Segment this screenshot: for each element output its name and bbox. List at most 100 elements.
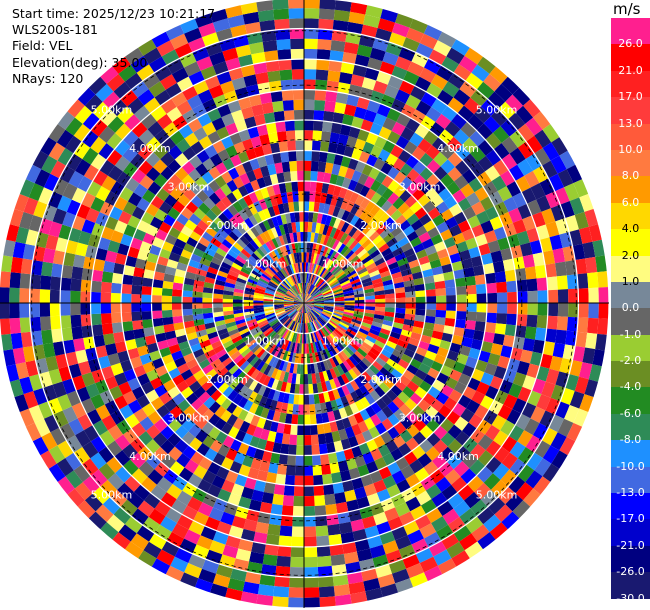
velocity-gate <box>284 474 295 486</box>
velocity-gate <box>333 217 342 229</box>
velocity-gate <box>372 317 384 325</box>
velocity-gate <box>75 430 91 447</box>
velocity-gate <box>314 89 327 101</box>
velocity-gate <box>275 565 291 578</box>
velocity-gate <box>124 338 138 351</box>
velocity-gate <box>250 457 262 470</box>
velocity-gate <box>112 56 131 74</box>
velocity-gate <box>335 450 347 463</box>
velocity-gate <box>144 260 157 272</box>
velocity-gate <box>275 214 283 226</box>
velocity-gate <box>220 371 233 383</box>
velocity-gate <box>425 483 442 500</box>
velocity-gate <box>396 257 409 267</box>
velocity-gate <box>334 491 347 504</box>
velocity-gate <box>310 342 315 354</box>
velocity-gate <box>215 324 227 332</box>
colorbar-tick-label: 10.0 <box>618 142 643 156</box>
velocity-gate <box>249 355 260 367</box>
velocity-gate <box>48 123 66 143</box>
velocity-gate <box>267 206 276 218</box>
velocity-gate <box>524 326 537 340</box>
velocity-gate <box>505 493 524 512</box>
velocity-gate <box>212 293 224 299</box>
velocity-gate <box>114 372 128 386</box>
colorbar-swatch: 21.0 <box>611 44 650 77</box>
velocity-gate <box>441 56 460 73</box>
velocity-gate <box>281 316 290 325</box>
velocity-gate <box>222 47 239 62</box>
velocity-gate <box>541 427 558 446</box>
velocity-gate <box>348 467 361 480</box>
colorbar-tick-label: -26.0 <box>616 565 645 579</box>
velocity-gate <box>293 485 304 497</box>
velocity-gate <box>550 155 567 174</box>
velocity-gate <box>385 303 396 308</box>
velocity-gate <box>314 243 320 254</box>
velocity-gate <box>127 399 142 414</box>
velocity-gate <box>431 454 447 469</box>
velocity-gate <box>460 468 477 485</box>
velocity-gate <box>313 484 325 496</box>
velocity-gate <box>192 285 204 293</box>
velocity-gate <box>309 322 314 333</box>
velocity-gate <box>466 192 481 207</box>
velocity-gate <box>572 243 586 261</box>
velocity-gate <box>565 330 577 346</box>
velocity-gate <box>307 262 311 273</box>
velocity-gate <box>394 312 406 319</box>
velocity-gate <box>510 245 523 259</box>
velocity-gate <box>470 146 486 163</box>
velocity-gate <box>289 383 296 394</box>
velocity-gate <box>266 330 276 339</box>
velocity-gate <box>183 242 196 254</box>
velocity-gate <box>304 303 313 309</box>
velocity-gate <box>414 386 428 399</box>
velocity-gate <box>331 564 347 576</box>
velocity-gate <box>494 83 513 102</box>
velocity-gate <box>107 473 125 490</box>
velocity-gate <box>296 445 304 456</box>
velocity-gate <box>215 348 228 359</box>
velocity-gate <box>272 204 281 216</box>
velocity-gate <box>359 251 370 262</box>
velocity-gate <box>565 260 577 276</box>
velocity-gate <box>454 144 471 161</box>
velocity-gate <box>400 268 413 277</box>
velocity-gate <box>403 348 416 359</box>
velocity-gate <box>342 114 354 127</box>
velocity-gate <box>288 352 294 363</box>
velocity-gate <box>430 360 444 373</box>
velocity-gate <box>304 303 312 310</box>
velocity-gate <box>154 384 168 398</box>
velocity-gate <box>127 97 145 115</box>
velocity-gate <box>404 285 416 293</box>
velocity-gate <box>349 402 360 415</box>
velocity-gate <box>323 295 334 299</box>
velocity-gate <box>256 177 267 190</box>
velocity-gate <box>343 289 354 295</box>
velocity-gate <box>107 352 121 366</box>
velocity-gate <box>322 310 333 316</box>
velocity-gate <box>350 203 360 215</box>
velocity-gate <box>50 160 67 179</box>
velocity-gate <box>332 409 342 421</box>
velocity-gate <box>308 322 312 333</box>
velocity-gate <box>208 166 221 180</box>
velocity-gate <box>95 247 108 261</box>
velocity-gate <box>99 430 115 447</box>
velocity-gate <box>435 288 447 297</box>
velocity-gate <box>227 204 239 217</box>
velocity-gate <box>146 252 159 264</box>
velocity-gate <box>492 333 505 346</box>
velocity-gate <box>220 183 233 197</box>
velocity-gate <box>118 64 137 82</box>
velocity-gate <box>423 374 437 387</box>
velocity-gate <box>344 167 356 180</box>
velocity-gate <box>355 231 366 243</box>
velocity-gate <box>433 151 448 167</box>
velocity-gate <box>331 313 342 320</box>
velocity-gate <box>304 303 314 308</box>
velocity-gate <box>52 381 67 398</box>
velocity-gate <box>277 545 292 557</box>
